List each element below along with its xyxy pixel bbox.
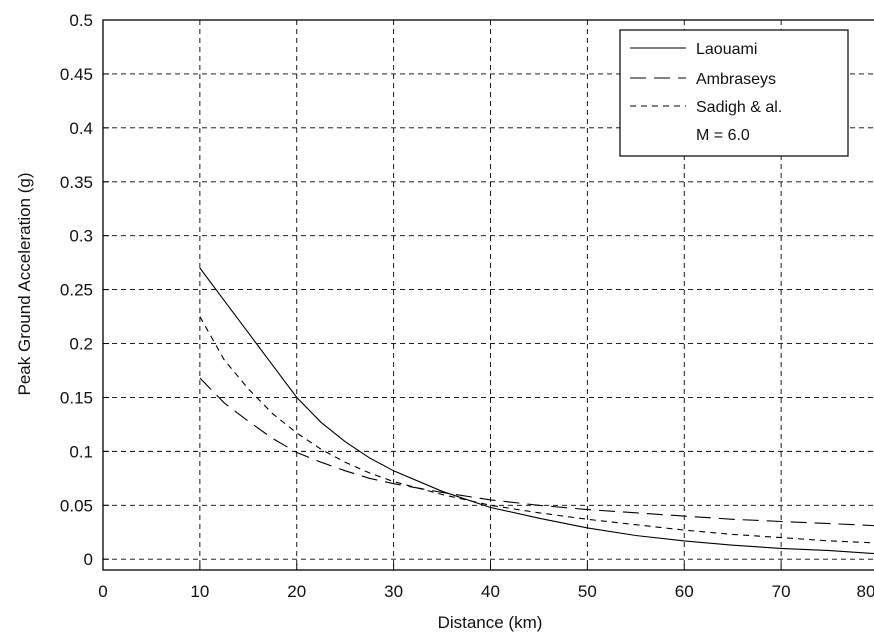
y-tick-label: 0.45 xyxy=(60,65,93,84)
grid xyxy=(103,19,874,570)
x-tick-label: 30 xyxy=(384,582,403,601)
x-tick-label: 10 xyxy=(190,582,209,601)
x-tick-label: 50 xyxy=(578,582,597,601)
ticks: 0 10 20 30 40 50 60 70 80 0 0.05 0.1 0.15 0.2 0.25 0.3 0… xyxy=(60,11,874,601)
legend-box xyxy=(619,29,849,157)
y-tick-label: 0 xyxy=(84,550,93,569)
x-tick-label: 80 xyxy=(857,582,874,601)
x-tick-label: 0 xyxy=(98,582,107,601)
series-line-sadigh-al xyxy=(199,316,874,544)
y-tick-label: 0.5 xyxy=(69,11,93,30)
legend-label-sadigh: Sadigh & al. xyxy=(696,99,782,116)
y-tick-label: 0.1 xyxy=(69,442,93,461)
y-tick-label: 0.4 xyxy=(69,119,93,138)
series-line-ambraseys xyxy=(199,377,874,527)
x-tick-label: 60 xyxy=(675,582,694,601)
y-tick-label: 0.2 xyxy=(69,335,93,354)
legend-note-magnitude: M = 6.0 xyxy=(696,127,750,144)
y-axis-title: Peak Ground Acceleration (g) xyxy=(15,172,34,395)
y-tick-label: 0.35 xyxy=(60,173,93,192)
x-tick-label: 20 xyxy=(287,582,306,601)
legend-label-ambraseys: Ambraseys xyxy=(696,71,776,88)
series-line-laouami xyxy=(199,267,874,555)
y-tick-label: 0.15 xyxy=(60,388,93,407)
legend-label-laouami: Laouami xyxy=(696,41,757,58)
x-tick-label: 70 xyxy=(772,582,791,601)
x-tick-label: 40 xyxy=(481,582,500,601)
x-axis-title: Distance (km) xyxy=(438,613,543,632)
y-tick-label: 0.3 xyxy=(69,227,93,246)
series xyxy=(199,267,874,555)
y-tick-label: 0.05 xyxy=(60,496,93,515)
legend: Laouami Ambraseys Sadigh & al. M = 6.0 xyxy=(619,29,849,157)
y-tick-label: 0.25 xyxy=(60,281,93,300)
